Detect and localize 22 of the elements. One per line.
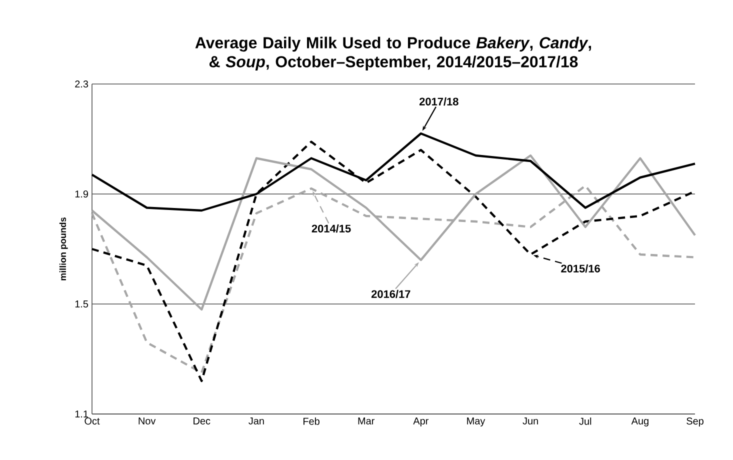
x-tick-label: May (467, 418, 486, 426)
y-tick-label: 1.5 (75, 300, 88, 308)
x-tick-label: Oct (84, 418, 100, 425)
text: 2015/16 (561, 264, 600, 273)
y-tick-label: 1.9 (75, 190, 88, 198)
x-tick-label: Mar (358, 418, 375, 424)
x-tick-label: Jul (579, 418, 592, 425)
legend-label: 2016/17 (371, 290, 410, 298)
x-tick-label: Apr (413, 418, 429, 426)
text: 2017/18 (419, 97, 458, 106)
chart-title: Average Daily Milk Used to Produce Bakery, Candy, & Soup, October–September, 2014/2015–2017/18 (195, 36, 592, 71)
x-tick-label: Nov (138, 418, 156, 424)
y-tick-label: 2.3 (75, 80, 88, 88)
y-tick-label: 1.1 (75, 410, 88, 418)
x-tick-label: Jun (522, 418, 538, 424)
x-tick-label: Jan (248, 418, 264, 424)
x-tick-label: Sep (686, 418, 704, 427)
x-tick-label: Aug (631, 418, 648, 426)
x-tick-label: Feb (304, 418, 320, 425)
y-axis-title: million pounds (59, 217, 68, 280)
x-tick-label: Dec (194, 418, 210, 424)
series-label: 2014/15 (312, 224, 351, 233)
